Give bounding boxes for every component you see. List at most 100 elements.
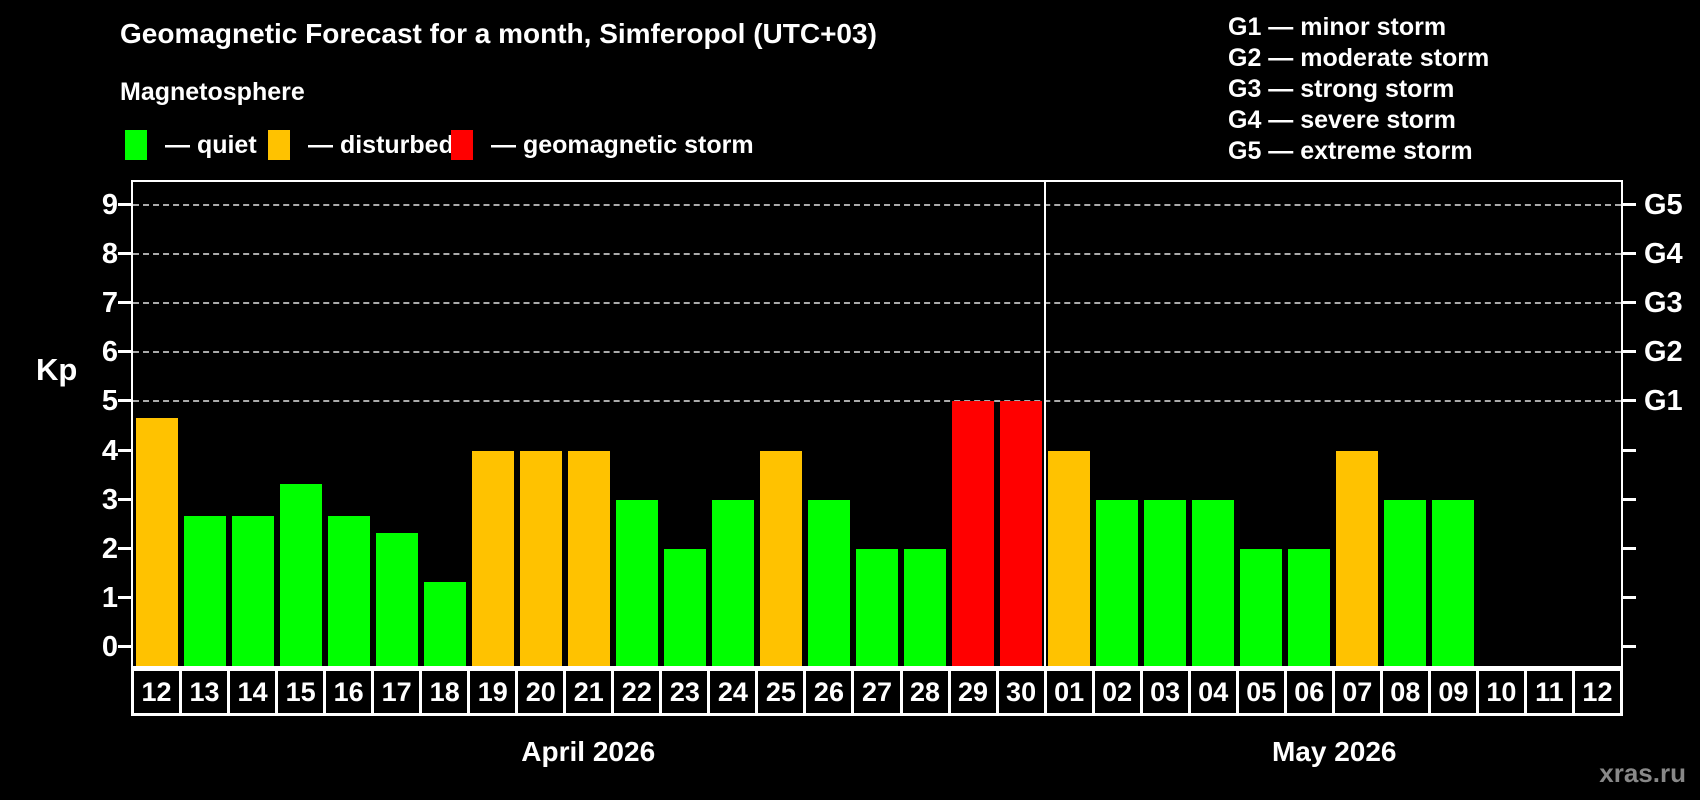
- date-cell-apr-16: 16: [323, 668, 375, 716]
- y-tick-right-9: [1623, 202, 1636, 206]
- right-axis-label-G2: G2: [1644, 336, 1683, 369]
- kp-bar-day-02: [1096, 499, 1138, 666]
- date-cell-apr-20: 20: [515, 668, 567, 716]
- g-scale-line: G3 — strong storm: [1228, 75, 1455, 103]
- kp-bar-day-01: [1048, 450, 1090, 666]
- y-tick-left-0: [118, 645, 131, 649]
- gridline-kp9: [133, 203, 1621, 206]
- date-cell-may-06: 06: [1283, 668, 1335, 716]
- kp-bar-day-07: [1336, 450, 1378, 666]
- y-tick-label-6: 6: [101, 336, 118, 369]
- y-tick-label-1: 1: [101, 582, 118, 615]
- month-label-may: May 2026: [1271, 736, 1397, 767]
- right-axis-label-G3: G3: [1644, 287, 1683, 319]
- kp-bar-day-12: [136, 417, 178, 666]
- date-cell-may-03: 03: [1139, 668, 1191, 716]
- y-tick-label-7: 7: [101, 287, 118, 319]
- date-cell-apr-17: 17: [371, 668, 423, 716]
- quiet-color-swatch: [125, 130, 147, 160]
- kp-bar-day-28: [904, 548, 946, 666]
- date-cell-apr-19: 19: [467, 668, 519, 716]
- kp-bar-day-14: [232, 515, 274, 666]
- date-cell-apr-12: 12: [131, 668, 183, 716]
- y-tick-label-2: 2: [101, 532, 118, 565]
- legend-item-storm: — geomagnetic storm: [451, 128, 754, 162]
- legend-label: — disturbed: [308, 130, 454, 159]
- date-cell-may-02: 02: [1091, 668, 1143, 716]
- month-separator-line: [1044, 182, 1046, 666]
- y-tick-left-1: [118, 596, 131, 600]
- right-axis-label-G1: G1: [1644, 385, 1683, 418]
- kp-bar-day-30: [1000, 401, 1042, 666]
- kp-bar-day-03: [1144, 499, 1186, 666]
- kp-bar-day-17: [376, 532, 418, 666]
- right-axis-label-G5: G5: [1644, 188, 1683, 221]
- date-cell-may-09: 09: [1427, 668, 1479, 716]
- y-tick-label-4: 4: [101, 434, 118, 467]
- y-tick-label-0: 0: [101, 631, 118, 664]
- y-tick-right-4: [1623, 448, 1636, 452]
- kp-bar-day-22: [616, 499, 658, 666]
- y-tick-right-2: [1623, 546, 1636, 550]
- kp-bar-day-27: [856, 548, 898, 666]
- y-tick-left-6: [118, 350, 131, 354]
- y-tick-left-3: [118, 497, 131, 501]
- kp-bar-day-23: [664, 548, 706, 666]
- y-tick-right-1: [1623, 596, 1636, 600]
- date-cell-may-04: 04: [1187, 668, 1239, 716]
- date-cell-apr-15: 15: [275, 668, 327, 716]
- legend-label: — quiet: [165, 130, 257, 159]
- y-tick-label-9: 9: [101, 188, 118, 221]
- y-tick-label-8: 8: [101, 237, 118, 270]
- y-tick-left-2: [118, 546, 131, 550]
- date-cell-may-11: 11: [1523, 668, 1575, 716]
- month-label-april: April 2026: [521, 736, 656, 767]
- date-cell-apr-26: 26: [803, 668, 855, 716]
- y-tick-left-9: [118, 202, 131, 206]
- kp-bar-day-08: [1384, 499, 1426, 666]
- y-tick-right-3: [1623, 497, 1636, 501]
- gridline-kp6: [133, 351, 1621, 354]
- date-cell-apr-30: 30: [995, 668, 1047, 716]
- kp-bar-day-13: [184, 515, 226, 666]
- date-cell-apr-22: 22: [611, 668, 663, 716]
- y-tick-left-5: [118, 399, 131, 403]
- watermark: xras.ru: [1599, 758, 1686, 788]
- legend-label: — geomagnetic storm: [491, 130, 754, 159]
- date-cell-may-01: 01: [1043, 668, 1095, 716]
- kp-bar-day-21: [568, 450, 610, 666]
- kp-bar-day-20: [520, 450, 562, 666]
- date-cell-apr-24: 24: [707, 668, 759, 716]
- g-scale-line: G2 — moderate storm: [1228, 44, 1490, 72]
- date-cell-apr-13: 13: [179, 668, 231, 716]
- gridline-kp7: [133, 302, 1621, 304]
- magnetosphere-label: Magnetosphere: [120, 78, 305, 106]
- date-cell-apr-27: 27: [851, 668, 903, 716]
- date-axis-row: 12 13 14 15 16 17 18 19 20 21 22 23 24 25 26 27 28 29 30 01…: [131, 668, 1623, 716]
- y-tick-left-4: [118, 448, 131, 452]
- storm-color-swatch: [451, 130, 473, 160]
- g-scale-line: G5 — extreme storm: [1228, 137, 1473, 165]
- date-cell-apr-21: 21: [563, 668, 615, 716]
- kp-bar-day-26: [808, 499, 850, 666]
- kp-bar-day-06: [1288, 548, 1330, 666]
- kp-bar-day-29: [952, 401, 994, 666]
- date-cell-may-12: 12: [1571, 668, 1623, 716]
- chart-title: Geomagnetic Forecast for a month, Simfer…: [120, 18, 877, 49]
- y-tick-right-7: [1623, 301, 1636, 304]
- date-cell-may-10: 10: [1475, 668, 1527, 716]
- kp-bar-day-24: [712, 499, 754, 666]
- y-axis-title: Kp: [36, 352, 78, 387]
- kp-bar-day-25: [760, 450, 802, 666]
- right-axis-label-G4: G4: [1644, 237, 1683, 270]
- gridline-kp8: [133, 252, 1621, 255]
- date-cell-may-08: 08: [1379, 668, 1431, 716]
- date-cell-apr-28: 28: [899, 668, 951, 716]
- y-tick-left-8: [118, 251, 131, 255]
- y-tick-label-3: 3: [101, 483, 118, 516]
- disturbed-color-swatch: [268, 130, 290, 160]
- y-tick-right-5: [1623, 399, 1636, 403]
- legend-item-quiet: — quiet: [125, 128, 257, 162]
- plot-area: [131, 180, 1623, 668]
